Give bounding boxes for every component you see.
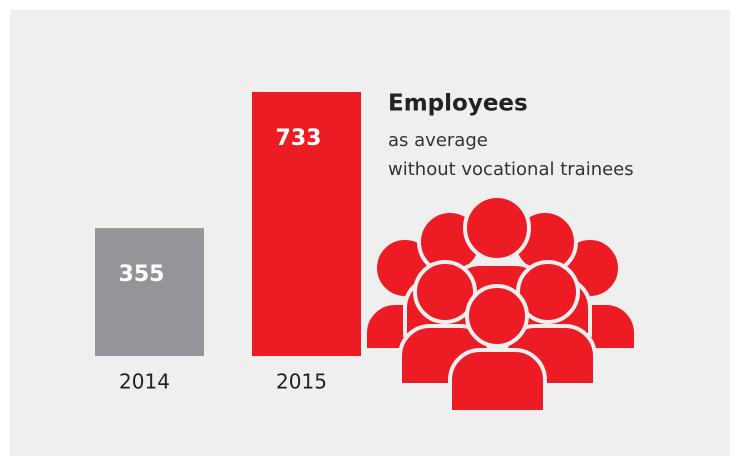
value-label: 355: [119, 262, 165, 287]
x-tick-label: 2014: [119, 370, 170, 394]
people-icon: [363, 194, 638, 414]
person-head: [465, 284, 529, 348]
subtitle: without vocational trainees: [388, 159, 634, 180]
person-head: [463, 194, 531, 262]
person-body: [448, 348, 547, 414]
subtitle: as average: [388, 130, 488, 151]
x-tick-label: 2015: [276, 370, 327, 394]
bar: [252, 92, 361, 356]
bar: [95, 228, 204, 356]
chart-title: Employees: [388, 91, 528, 117]
value-label: 733: [276, 126, 322, 151]
person-head: [413, 260, 477, 324]
